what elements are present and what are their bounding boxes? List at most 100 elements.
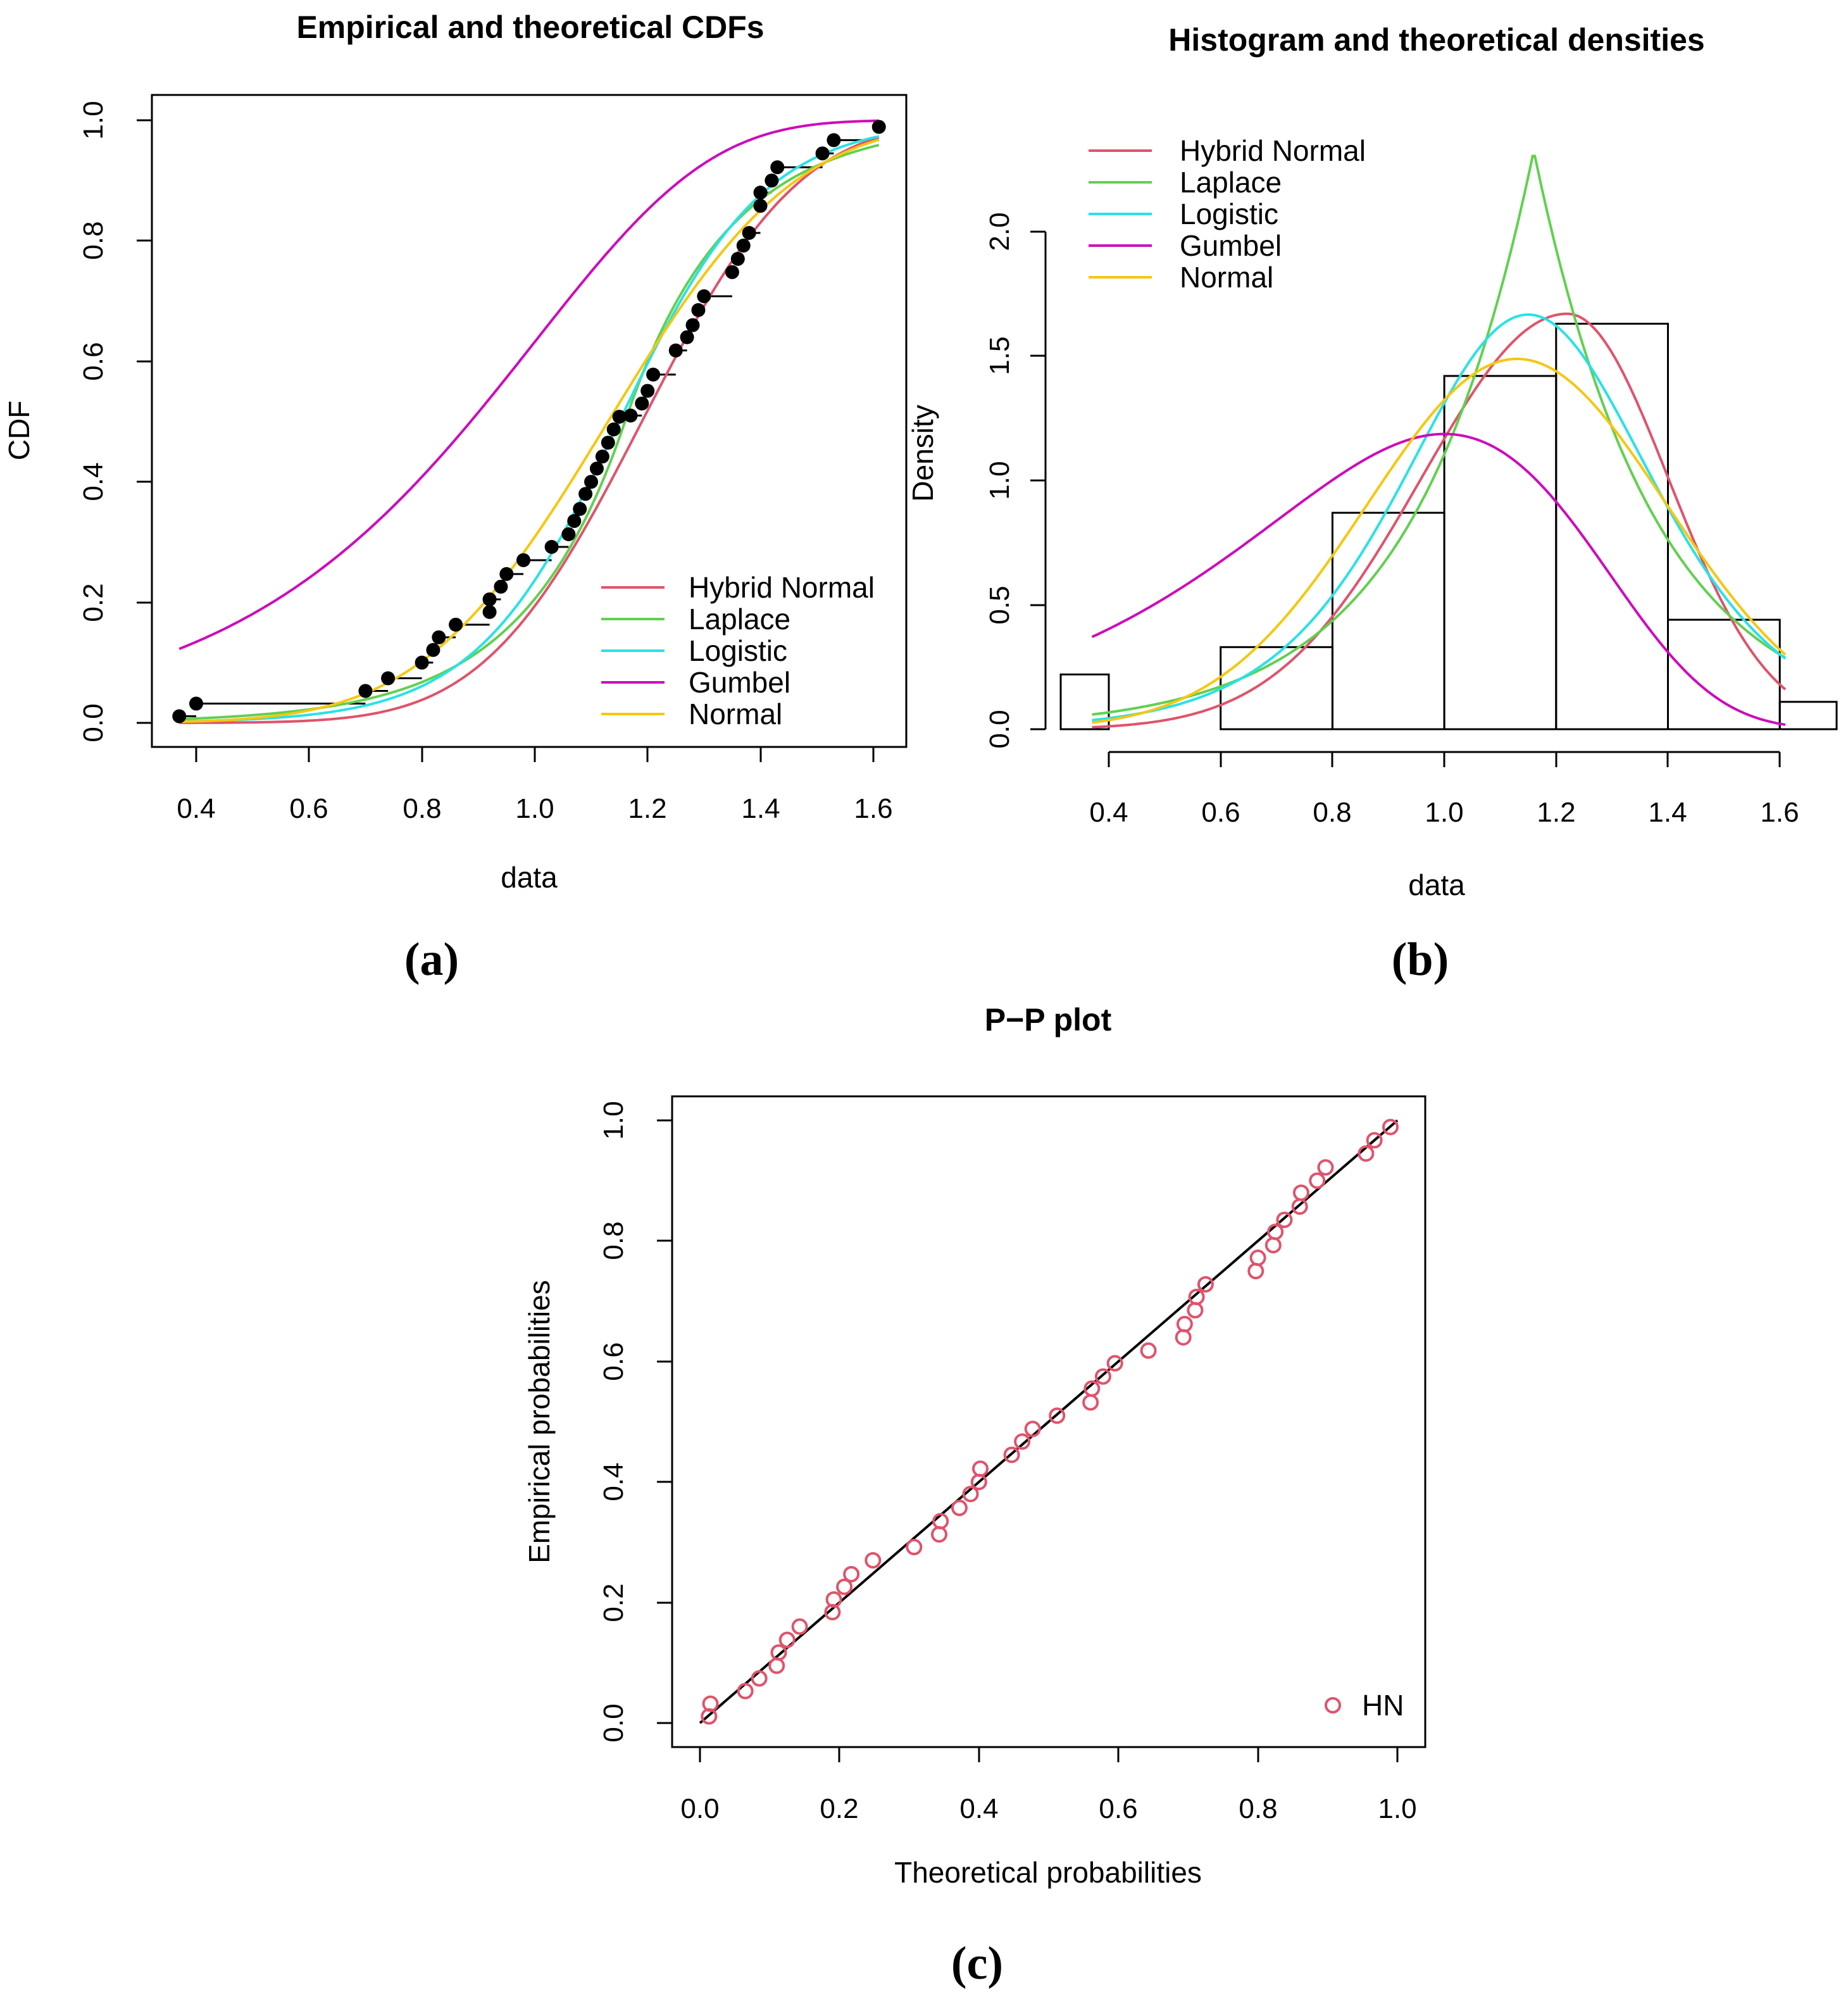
- b-density-curves: [1091, 154, 1787, 729]
- a-ytick-label: 0.0: [78, 703, 109, 742]
- b-ytick-label: 1.5: [984, 336, 1015, 375]
- panel-c-label: (c): [951, 1938, 1003, 1990]
- c-legend-label: HN: [1362, 1689, 1404, 1722]
- c-pp-point: [1276, 1212, 1293, 1229]
- b-ytick-label: 0.5: [984, 586, 1015, 624]
- b-histogram-bar: [1443, 375, 1558, 730]
- panel-c-y-axis: 0.0 0.2 0.4 0.6 0.8 1.0: [598, 1101, 673, 1743]
- a-empirical-point: [646, 367, 661, 382]
- c-legend: HN: [1325, 1689, 1404, 1722]
- b-curve-normal: [1092, 358, 1787, 724]
- panel-c-x-axis: 0.0 0.2 0.4 0.6 0.8 1.0: [680, 1746, 1417, 1824]
- b-legend-label: Normal: [1180, 261, 1273, 294]
- a-ytick-label: 0.4: [78, 462, 109, 501]
- b-legend: Hybrid Normal Laplace Logistic Gumbel No…: [1089, 134, 1366, 294]
- panel-b-histogram: Histogram and theoretical densities 0.4 …: [906, 22, 1838, 986]
- a-empirical-point: [601, 436, 615, 450]
- c-pp-point: [737, 1683, 754, 1700]
- panel-a-plot-frame: [151, 94, 908, 748]
- a-empirical-point: [742, 226, 756, 241]
- c-xtick-label: 0.0: [680, 1793, 719, 1824]
- a-empirical-point: [765, 173, 779, 188]
- b-curve-laplace: [1092, 154, 1787, 716]
- c-pp-point: [1358, 1145, 1375, 1162]
- a-empirical-point: [449, 617, 463, 632]
- a-x-axis-label: data: [501, 861, 558, 894]
- c-pp-point: [962, 1486, 979, 1503]
- a-empirical-point: [426, 642, 440, 657]
- c-pp-point: [768, 1657, 785, 1674]
- b-histogram-bars: [1059, 322, 1838, 730]
- a-legend-label: Logistic: [689, 634, 787, 667]
- a-empirical-point: [753, 199, 768, 213]
- b-xtick-label: 1.6: [1760, 797, 1799, 828]
- c-pp-point: [1140, 1342, 1157, 1359]
- a-xtick-label: 1.4: [741, 793, 780, 824]
- a-xtick-label: 0.4: [177, 793, 215, 824]
- a-empirical-point: [691, 303, 706, 317]
- a-empirical-point: [584, 475, 599, 489]
- c-pp-point: [1247, 1263, 1264, 1279]
- a-empirical-point: [595, 449, 609, 464]
- panel-b-label: (b): [1392, 934, 1449, 986]
- a-xtick-label: 1.6: [854, 793, 892, 824]
- b-histogram-bar: [1778, 701, 1838, 730]
- c-pp-point: [1291, 1198, 1308, 1215]
- b-legend-label: Laplace: [1180, 166, 1282, 199]
- c-pp-point: [1175, 1329, 1192, 1346]
- a-empirical-point: [640, 384, 655, 398]
- a-empirical-point: [589, 461, 604, 476]
- a-empirical-point: [561, 527, 576, 542]
- b-xtick-label: 0.8: [1313, 797, 1351, 828]
- a-empirical-point: [697, 289, 711, 303]
- b-ytick-label: 1.0: [984, 461, 1015, 499]
- c-pp-point: [1014, 1433, 1031, 1450]
- a-empirical-point: [544, 540, 559, 555]
- a-empirical-point: [567, 514, 582, 529]
- c-pp-point: [1317, 1159, 1334, 1176]
- b-xtick-label: 1.2: [1537, 797, 1575, 828]
- a-empirical-point: [494, 579, 508, 594]
- a-curve-gumbel: [178, 119, 879, 650]
- c-pp-point: [1188, 1288, 1205, 1305]
- panel-a-x-axis: 0.4 0.6 0.8 1.0 1.2 1.4 1.6: [177, 746, 893, 824]
- a-xtick-label: 0.8: [403, 793, 441, 824]
- a-empirical-point: [753, 185, 768, 200]
- b-histogram-bar: [1555, 322, 1670, 730]
- c-x-axis-label: Theoretical probabilities: [894, 1856, 1202, 1889]
- c-ytick-label: 0.6: [598, 1342, 629, 1381]
- a-xtick-label: 0.6: [289, 793, 328, 824]
- c-pp-point: [778, 1631, 796, 1648]
- c-pp-point: [791, 1618, 808, 1635]
- c-pp-point: [972, 1460, 989, 1477]
- a-empirical-point: [415, 655, 429, 670]
- a-legend-label: Normal: [689, 698, 782, 730]
- c-pp-point: [932, 1513, 949, 1530]
- c-xtick-label: 0.8: [1239, 1793, 1277, 1824]
- a-empirical-point: [770, 160, 785, 175]
- c-ytick-label: 0.8: [598, 1221, 629, 1260]
- c-pp-point: [836, 1578, 853, 1595]
- b-y-axis-label: Density: [906, 404, 939, 501]
- c-pp-point: [1197, 1275, 1214, 1293]
- c-legend-marker: [1325, 1697, 1341, 1714]
- c-pp-point: [1264, 1237, 1282, 1254]
- panel-a-y-axis: 0.0 0.2 0.4 0.6 0.8 1.0: [78, 101, 153, 743]
- a-empirical-point: [172, 709, 187, 724]
- c-pp-point: [951, 1500, 968, 1517]
- c-pp-point: [770, 1644, 787, 1661]
- c-pp-points: [701, 1119, 1399, 1725]
- b-histogram-bar: [1667, 618, 1781, 730]
- c-ytick-label: 0.2: [598, 1583, 629, 1622]
- b-xtick-label: 1.0: [1425, 797, 1463, 828]
- c-pp-point: [1267, 1224, 1284, 1241]
- a-empirical-point: [725, 265, 739, 279]
- panel-a-label: (a): [404, 934, 459, 986]
- c-xtick-label: 0.6: [1099, 1793, 1137, 1824]
- c-ytick-label: 0.0: [598, 1703, 629, 1742]
- a-legend-label: Hybrid Normal: [689, 571, 875, 604]
- a-empirical-point: [623, 408, 638, 423]
- a-empirical-points: [172, 120, 886, 724]
- a-legend: Hybrid Normal Laplace Logistic Gumbel No…: [601, 571, 875, 730]
- b-histogram-bar: [1220, 646, 1333, 730]
